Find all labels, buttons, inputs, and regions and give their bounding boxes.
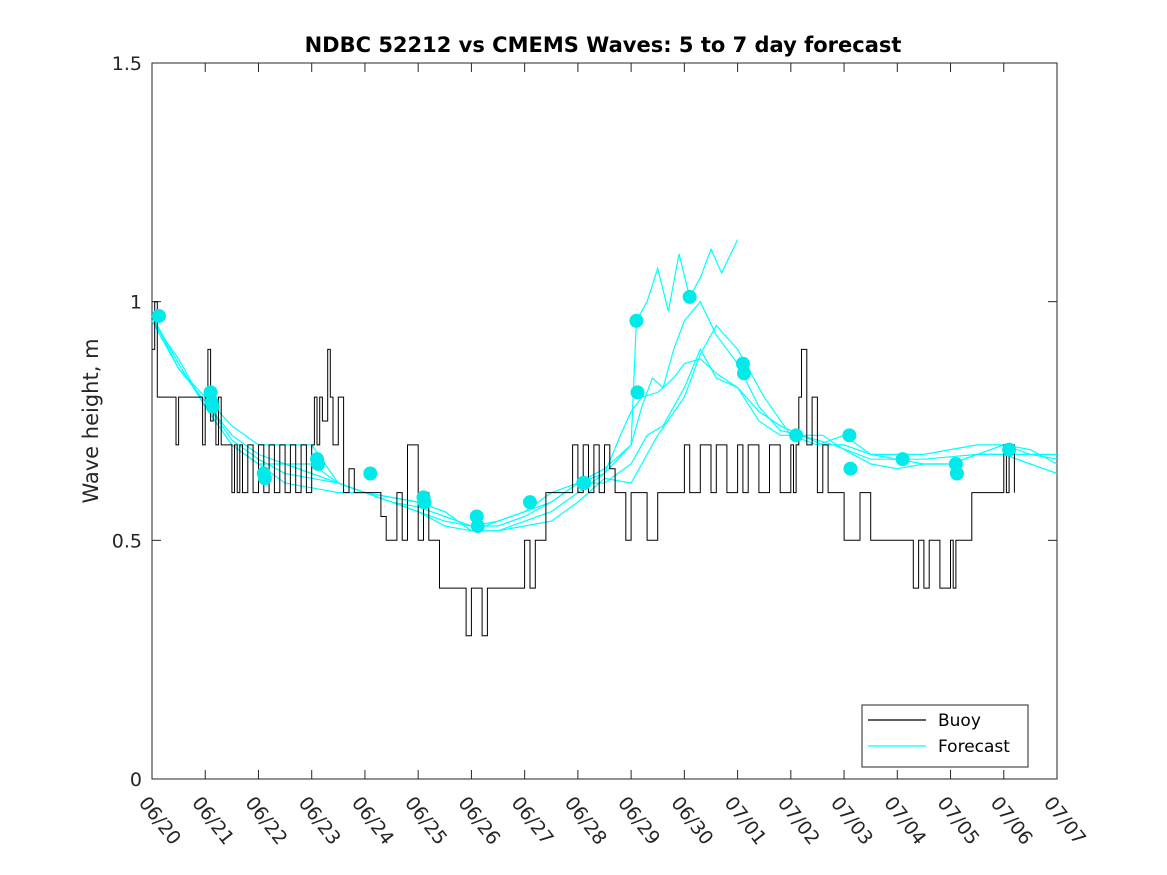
forecast-marker xyxy=(949,466,964,481)
forecast-marker xyxy=(842,428,857,443)
forecast-marker xyxy=(363,466,378,481)
forecast-marker xyxy=(417,495,432,510)
y-tick-label: 0 xyxy=(130,769,142,791)
chart-title: NDBC 52212 vs CMEMS Waves: 5 to 7 day fo… xyxy=(305,33,902,57)
forecast-marker xyxy=(577,476,592,491)
y-tick-label: 1.5 xyxy=(112,53,142,75)
forecast-marker xyxy=(311,456,326,471)
forecast-marker xyxy=(257,471,272,486)
forecast-marker xyxy=(151,308,166,323)
forecast-line-4 xyxy=(151,315,1058,532)
legend-buoy-label: Buoy xyxy=(938,711,981,731)
forecast-marker xyxy=(895,452,910,467)
y-axis-label: Wave height, m xyxy=(79,338,103,503)
y-tick-label: 1 xyxy=(130,292,142,314)
legend-forecast-label: Forecast xyxy=(938,737,1010,757)
forecast-marker xyxy=(629,313,644,328)
forecast-marker xyxy=(736,366,751,381)
legend-box xyxy=(861,704,1029,768)
forecast-marker xyxy=(682,289,697,304)
y-tick-label: 0.5 xyxy=(112,530,142,552)
buoy-line xyxy=(152,301,1015,637)
forecast-marker xyxy=(470,519,485,534)
forecast-marker xyxy=(630,385,645,400)
legend: Buoy Forecast xyxy=(861,704,1029,768)
forecast-marker xyxy=(522,495,537,510)
forecast-marker xyxy=(1002,442,1017,457)
axes-box xyxy=(151,62,1058,780)
forecast-marker xyxy=(789,428,804,443)
forecast-marker xyxy=(205,399,220,414)
forecast-marker xyxy=(843,461,858,476)
